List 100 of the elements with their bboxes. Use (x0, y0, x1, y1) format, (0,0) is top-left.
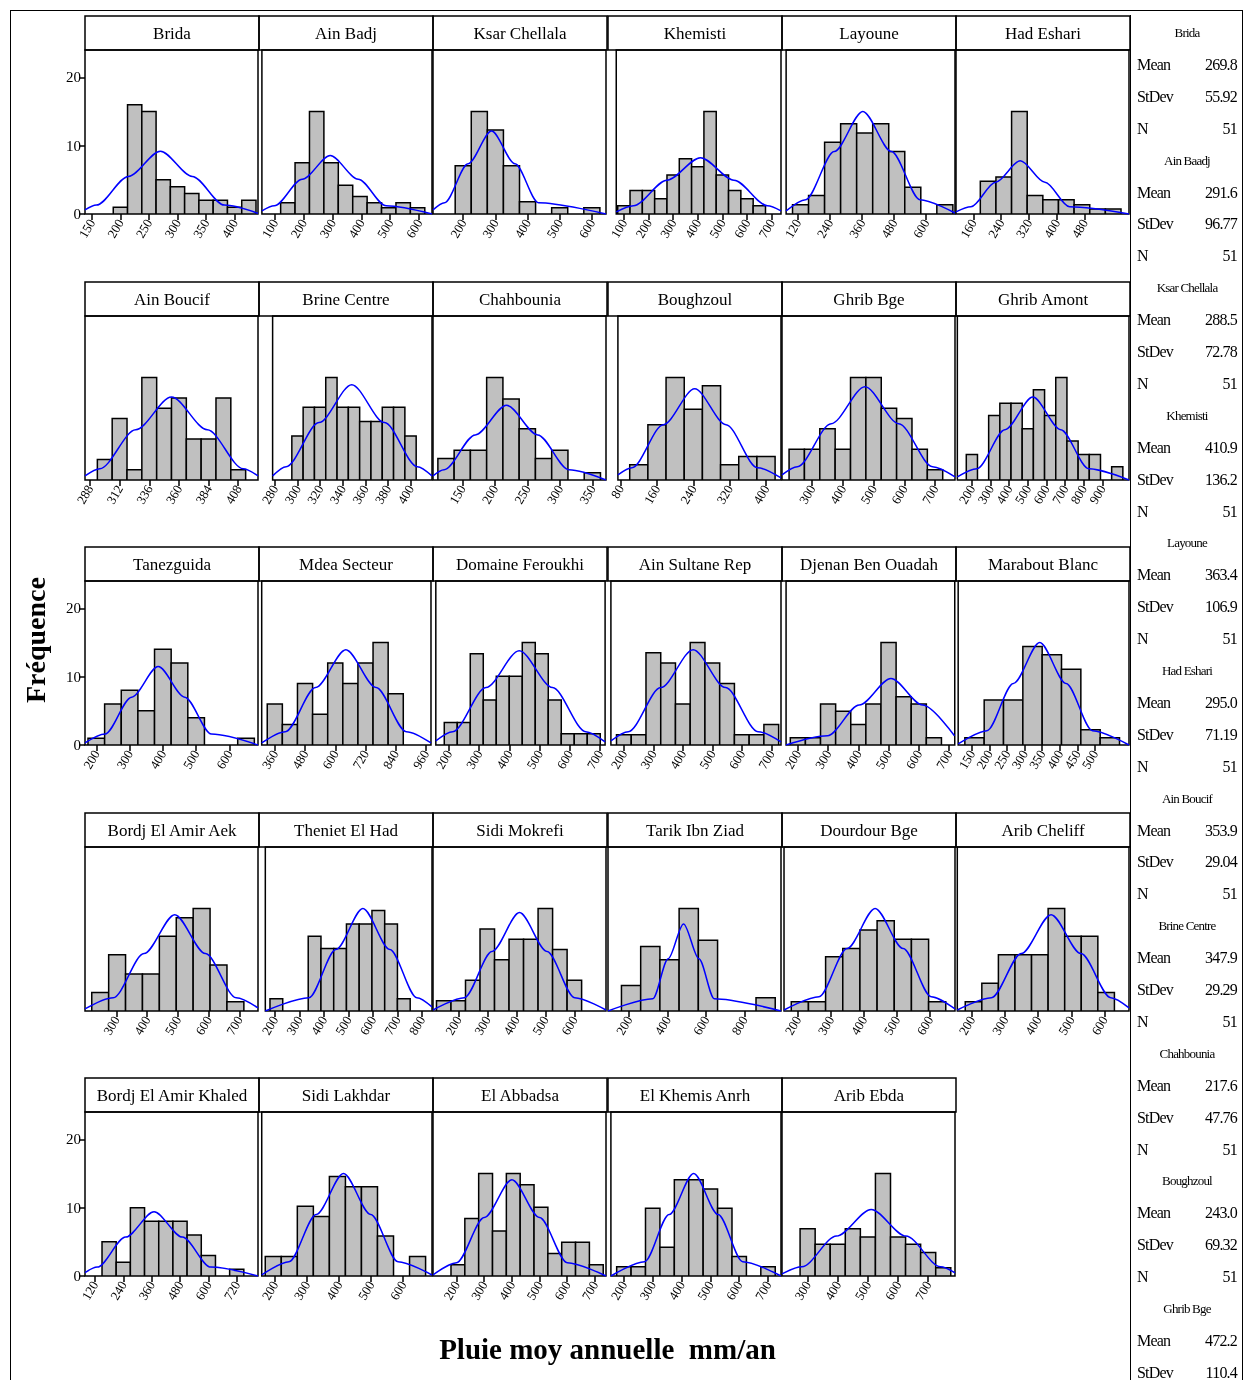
x-tick-label: 500 (374, 216, 397, 241)
x-tick-label: 200 (781, 747, 805, 772)
x-tick-label: 600 (213, 747, 236, 772)
text: N 51 (1137, 1140, 1237, 1158)
chart-title: Djenan Ben Ouadah (799, 555, 939, 574)
x-tick-label: 300 (471, 1012, 495, 1038)
x-tick-label: 500 (179, 747, 203, 772)
chart-title: Ghrib Bge (833, 289, 905, 309)
y-tick-label: 0 (73, 737, 81, 753)
y-tick-label: 20 (66, 1131, 81, 1148)
x-tick-label: 400 (345, 216, 369, 241)
x-tick-label: 300 (290, 1278, 314, 1303)
x-tick-label: 320 (713, 481, 736, 507)
text: Khemisti (1165, 406, 1209, 425)
x-tick-label: 360 (162, 481, 186, 507)
x-tick-label: 600 (558, 1012, 582, 1038)
x-tick-label: 600 (902, 747, 926, 772)
x-tick-label: 200 (432, 747, 456, 772)
text: N 51 (1137, 502, 1237, 520)
x-tick-label: 960 (409, 747, 433, 772)
y-tick-label: 20 (66, 600, 81, 617)
x-tick-label: 200 (607, 747, 630, 772)
x-tick-label: 400 (666, 747, 689, 772)
text: Mean 217.6 (1137, 1076, 1237, 1094)
x-tick-label: 400 (496, 1278, 519, 1303)
text: Ghrib Bge (1162, 1300, 1212, 1318)
x-tick-label: 720 (349, 747, 373, 772)
y-tick-label: 10 (66, 1199, 81, 1216)
x-tick-label: 360 (349, 481, 372, 507)
x-tick-label: 300 (100, 1012, 123, 1038)
x-tick-label: 300 (543, 481, 567, 507)
chart-title: Bordj El Amir Aek (107, 820, 237, 840)
x-tick-label: 240 (984, 216, 1008, 241)
x-tick-label: 600 (725, 747, 748, 772)
text: Mean 410.9 (1137, 438, 1237, 456)
x-tick-label: 300 (113, 747, 137, 772)
x-tick-label: 200 (80, 747, 103, 772)
x-tick-label: 600 (909, 216, 933, 241)
x-tick-label: 700 (579, 1278, 602, 1303)
x-tick-label: 320 (1012, 216, 1036, 241)
x-tick-label: 340 (326, 481, 350, 507)
text: StDev 71.19 (1137, 725, 1237, 743)
text: N 51 (1137, 374, 1237, 392)
chart-title: Ain Badj (315, 24, 378, 43)
text: N 51 (1137, 1012, 1237, 1030)
text: Fréquence (20, 577, 52, 703)
chart-title: Domaine Feroukhi (456, 555, 585, 574)
y-tick-label: 20 (66, 69, 81, 86)
x-tick-label: 200 (631, 216, 655, 241)
x-tick-label: 80 (607, 481, 627, 501)
x-tick-label: 300 (463, 747, 486, 772)
x-tick-label: 600 (722, 1278, 746, 1303)
x-tick-label: 300 (161, 216, 184, 241)
x-tick-label: 600 (356, 1012, 380, 1038)
chart-title: Chahbounia (479, 289, 562, 309)
x-tick-label: 600 (192, 1278, 215, 1303)
text: Had Eshari (1160, 662, 1214, 680)
x-tick-label: 600 (881, 1278, 905, 1303)
x-tick-label: 500 (857, 481, 880, 507)
text: StDev 29.29 (1137, 981, 1237, 998)
x-tick-label: 300 (814, 1012, 838, 1038)
text: Ksar Chellala (1155, 279, 1219, 298)
text: Layoune (1166, 534, 1209, 553)
x-tick-label: 700 (381, 1012, 405, 1038)
text: N 51 (1137, 247, 1237, 265)
x-tick-label: 380 (371, 481, 395, 507)
chart-title: Had Eshari (1004, 24, 1082, 43)
text: StDev 106.9 (1137, 598, 1237, 616)
x-tick-label: 600 (551, 1278, 575, 1303)
x-tick-label: 200 (287, 216, 311, 241)
x-tick-label: 300 (988, 1012, 1012, 1038)
chart-title: El Abbadsa (481, 1086, 560, 1105)
x-tick-label: 400 (394, 481, 418, 507)
x-tick-label: 700 (911, 1278, 935, 1303)
text: Mean 291.6 (1137, 183, 1237, 201)
x-tick-label: 500 (523, 747, 547, 772)
x-tick-label: 500 (543, 216, 567, 241)
text: N 51 (1137, 757, 1237, 775)
x-tick-label: 600 (387, 1278, 410, 1303)
chart-title: Marabout Blanc (988, 555, 1099, 574)
x-tick-label: 200 (442, 1012, 466, 1038)
x-tick-label: 200 (104, 216, 127, 241)
x-tick-label: 800 (727, 1012, 751, 1038)
x-tick-label: 400 (130, 1012, 154, 1038)
chart-title: Ain Sultane Rep (638, 555, 751, 574)
text: StDev 29.04 (1137, 853, 1237, 871)
x-tick-label: 360 (135, 1278, 159, 1303)
x-tick-label: 400 (681, 216, 704, 241)
x-tick-label: 300 (316, 216, 340, 241)
x-tick-label: 700 (918, 481, 942, 507)
x-tick-label: 200 (478, 481, 502, 507)
x-tick-label: 400 (218, 216, 242, 241)
x-tick-label: 400 (826, 481, 850, 507)
x-tick-label: 500 (161, 1012, 185, 1038)
chart-title: Tanezguida (132, 555, 212, 574)
text: N 51 (1137, 119, 1237, 137)
text: StDev 69.32 (1137, 1236, 1237, 1254)
x-tick-label: 240 (813, 216, 837, 241)
x-tick-label: 400 (307, 1012, 331, 1038)
chart-title: Brine Centre (302, 289, 390, 309)
